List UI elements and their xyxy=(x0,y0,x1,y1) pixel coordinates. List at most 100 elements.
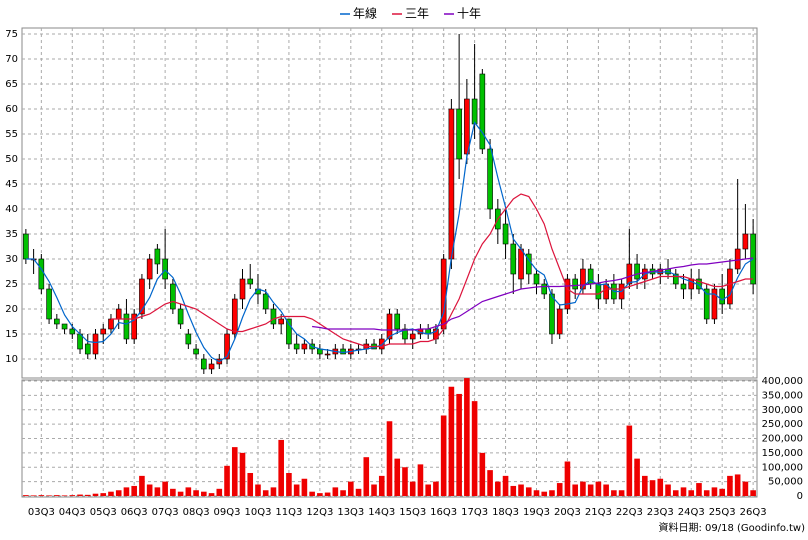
volume-bar xyxy=(680,487,687,496)
volume-bar xyxy=(139,475,145,496)
volume-bar xyxy=(417,464,424,496)
candle-body xyxy=(61,323,68,330)
y-tick-label: 35 xyxy=(5,229,18,240)
candle-body xyxy=(38,258,45,290)
volume-bar xyxy=(611,490,617,496)
volume-bar xyxy=(162,481,168,496)
candle-body xyxy=(378,338,385,350)
volume-bar xyxy=(564,461,571,496)
candle-body xyxy=(100,328,107,335)
candle-body xyxy=(84,343,91,355)
volume-bar xyxy=(177,491,184,496)
y-tick-label: 45 xyxy=(5,179,18,190)
y-tick-label: 40 xyxy=(5,204,18,215)
x-tick-label: 09Q3 xyxy=(214,507,241,518)
y-tick-label: 55 xyxy=(5,129,18,140)
volume-bar xyxy=(332,487,339,496)
volume-bar xyxy=(262,490,269,496)
moving-average-line xyxy=(25,121,754,363)
volume-bar xyxy=(324,492,331,496)
volume-bar xyxy=(471,401,478,496)
candle-body xyxy=(572,278,578,290)
x-tick-label: 23Q3 xyxy=(647,507,674,518)
candle-body xyxy=(471,98,478,125)
x-tick-label: 26Q3 xyxy=(740,507,767,518)
volume-bar xyxy=(84,494,91,496)
volume-bar xyxy=(742,481,749,496)
volume-tick-label: 350,000 xyxy=(762,390,803,401)
candle-body xyxy=(386,313,393,340)
volume-bar xyxy=(433,481,439,496)
candle-body xyxy=(440,258,447,330)
candle-body xyxy=(262,293,269,310)
candle-body xyxy=(139,278,145,315)
volume-bar xyxy=(123,487,130,496)
candle-body xyxy=(239,278,246,300)
candle-body xyxy=(518,248,524,280)
volume-bar xyxy=(649,480,656,496)
volume-bar xyxy=(54,495,60,496)
volume-bar xyxy=(580,481,586,496)
candle-body xyxy=(464,98,470,155)
moving-average-line xyxy=(312,257,754,331)
legend-label: 年線 xyxy=(353,6,377,21)
volume-bar xyxy=(479,452,486,496)
volume-bar xyxy=(92,493,99,496)
volume-bar xyxy=(448,386,455,496)
volume-bar xyxy=(750,490,756,496)
volume-bar xyxy=(464,378,470,496)
candle-body xyxy=(231,298,238,335)
x-tick-label: 11Q3 xyxy=(275,507,302,518)
volume-bar xyxy=(23,495,29,496)
volume-bar xyxy=(634,458,640,496)
candle-body xyxy=(278,318,284,325)
candle-body xyxy=(541,283,548,295)
x-tick-label: 19Q3 xyxy=(523,507,550,518)
volume-bar xyxy=(170,488,176,496)
volume-bar xyxy=(61,495,68,496)
candle-body xyxy=(487,148,493,210)
x-tick-label: 17Q3 xyxy=(461,507,488,518)
volume-tick-label: 150,000 xyxy=(762,448,803,459)
y-tick-label: 70 xyxy=(5,54,18,65)
volume-bar xyxy=(69,495,76,496)
volume-bar xyxy=(146,484,153,496)
candle-body xyxy=(46,288,52,320)
volume-bar xyxy=(255,484,261,496)
candle-body xyxy=(657,268,664,275)
candle-body xyxy=(502,223,509,245)
volume-bar xyxy=(224,465,230,496)
candle-body xyxy=(634,263,640,280)
x-tick-label: 22Q3 xyxy=(616,507,643,518)
volume-bar xyxy=(734,474,741,496)
volume-bar xyxy=(131,485,137,496)
candle-body xyxy=(23,233,29,260)
volume-bar xyxy=(239,452,246,496)
y-tick-label: 50 xyxy=(5,154,18,165)
x-tick-label: 07Q3 xyxy=(152,507,179,518)
y-tick-label: 65 xyxy=(5,79,18,90)
y-tick-label: 25 xyxy=(5,279,18,290)
volume-bar xyxy=(193,490,199,496)
volume-bar xyxy=(518,484,524,496)
volume-bar xyxy=(340,490,346,496)
candle-body xyxy=(340,348,346,355)
volume-bar xyxy=(301,478,308,496)
volume-bar xyxy=(30,495,37,496)
candle-body xyxy=(580,268,586,290)
x-tick-label: 15Q3 xyxy=(399,507,426,518)
candle-body xyxy=(727,268,733,305)
candle-body xyxy=(293,343,300,350)
candle-body xyxy=(456,108,462,160)
candle-body xyxy=(549,293,555,335)
candle-body xyxy=(711,288,718,320)
candle-body xyxy=(448,108,455,260)
candle-body xyxy=(208,363,215,370)
x-tick-label: 04Q3 xyxy=(59,507,86,518)
volume-bar xyxy=(603,484,609,496)
volume-bar xyxy=(425,484,431,496)
candle-body xyxy=(177,308,184,325)
x-tick-label: 25Q3 xyxy=(709,507,736,518)
candle-body xyxy=(324,353,331,356)
candle-body xyxy=(131,313,137,340)
